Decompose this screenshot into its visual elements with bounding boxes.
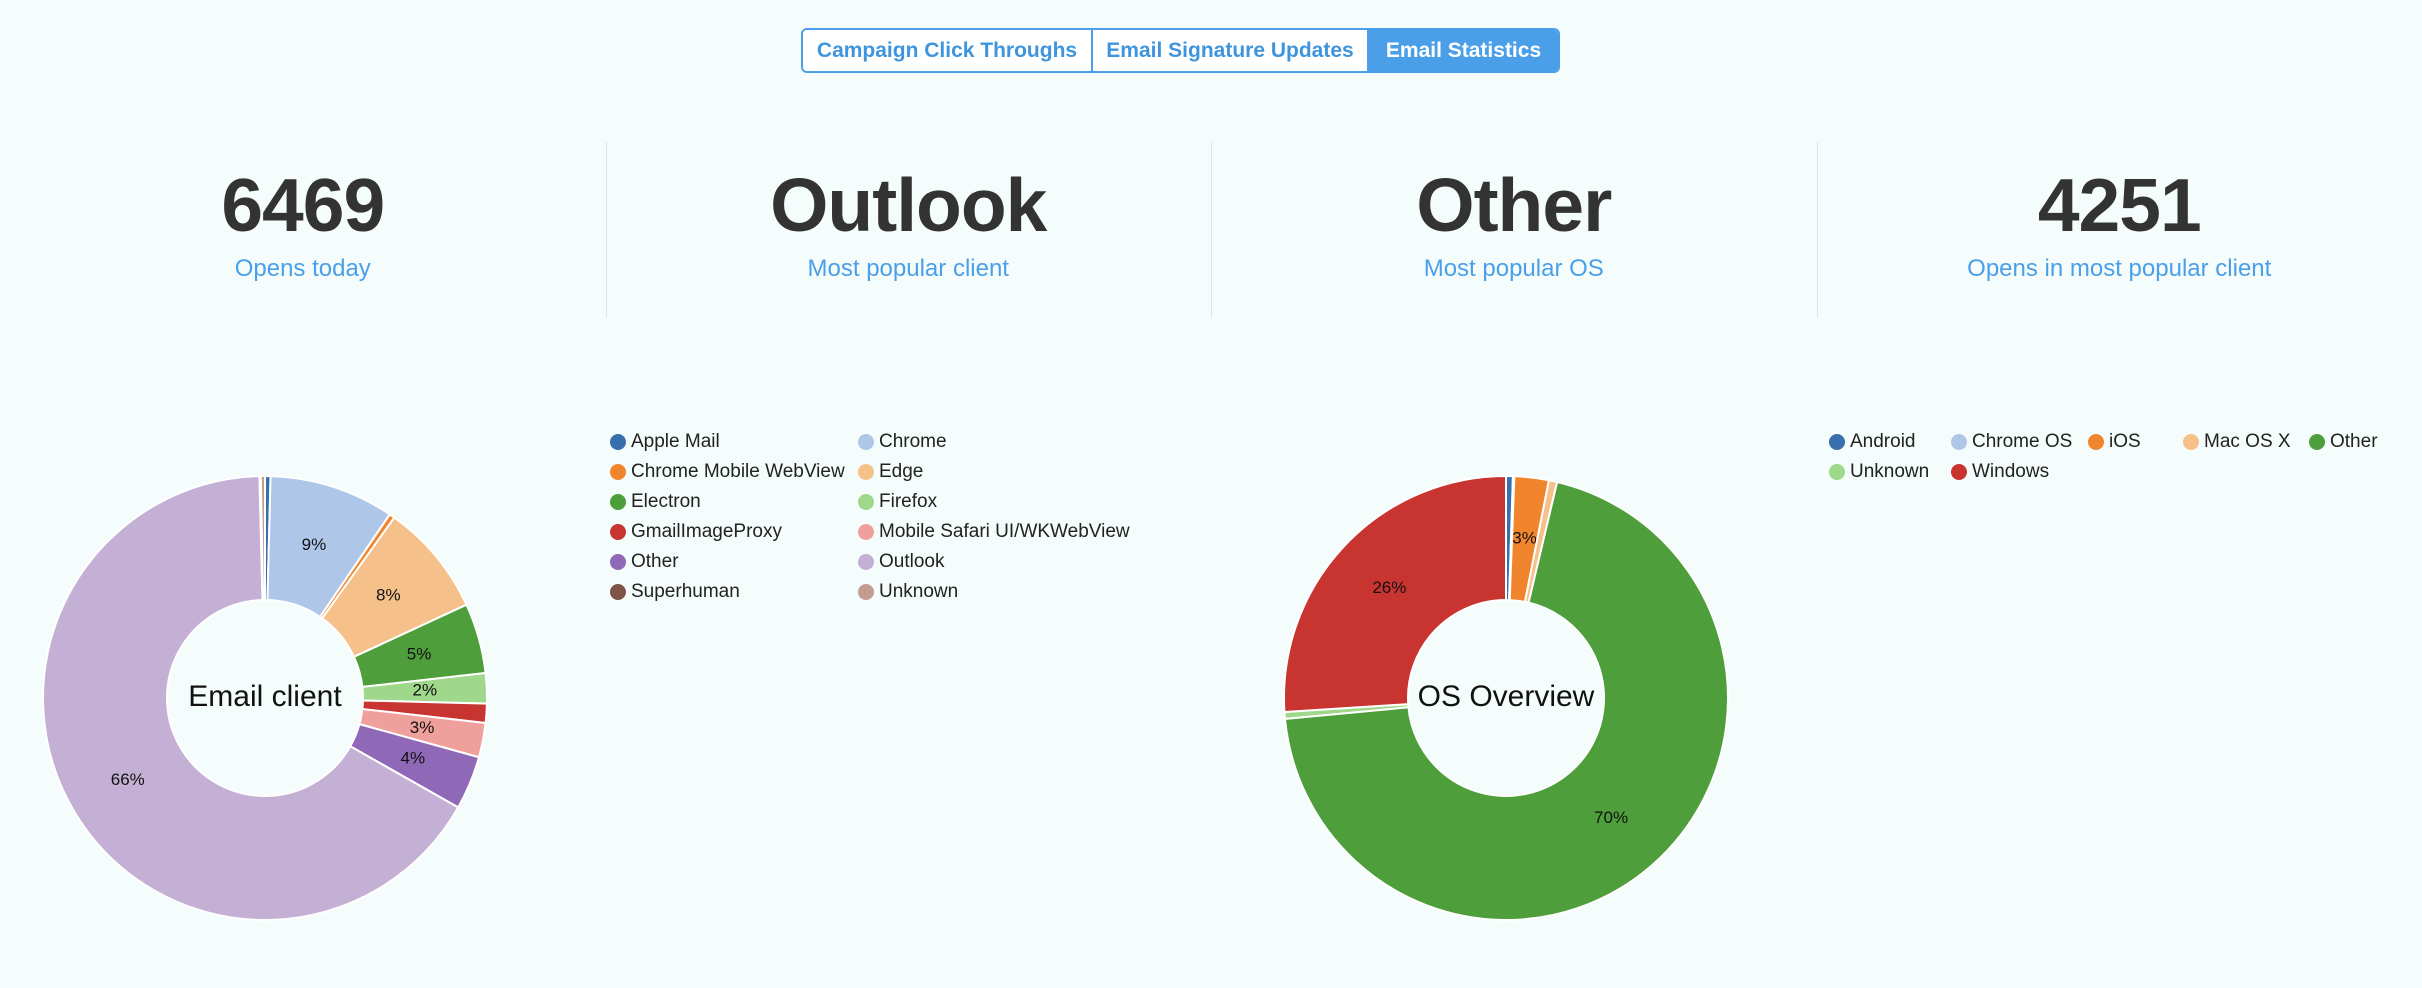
stats-row: 6469 Opens today Outlook Most popular cl… — [0, 140, 2422, 318]
legend-item-other[interactable]: Other — [2309, 431, 2389, 453]
legend-swatch — [858, 434, 874, 450]
stat-most-popular-client: Outlook Most popular client — [605, 140, 1212, 318]
legend-swatch — [2183, 434, 2199, 450]
stat-label: Opens today — [234, 255, 371, 282]
stat-value: 4251 — [2037, 163, 2202, 247]
legend-label: Unknown — [1850, 461, 1930, 482]
data-label-other: 4% — [401, 749, 426, 768]
legend-item-chrome-os[interactable]: Chrome OS — [1951, 431, 2088, 453]
data-label-edge: 8% — [376, 585, 401, 604]
slice-windows[interactable] — [1283, 474, 1507, 713]
legend-swatch — [610, 524, 626, 540]
email-client-donut-chart: 9% 8% 5% 2% 3% 4% 66% Email client — [42, 474, 488, 921]
legend-item-edge[interactable]: Edge — [858, 461, 1118, 483]
email-client-legend: Apple Mail Chrome Chrome Mobile WebView Edg… — [610, 431, 1130, 603]
tab-bar: Campaign Click Throughs Email Signature … — [801, 28, 1560, 73]
legend-label: Unknown — [879, 581, 959, 602]
legend-label: Chrome — [879, 431, 947, 452]
legend-item-outlook[interactable]: Outlook — [858, 551, 1118, 573]
legend-item-apple-mail[interactable]: Apple Mail — [610, 431, 858, 453]
legend-label: GmailImageProxy — [631, 521, 782, 542]
slice-other[interactable] — [1283, 480, 1729, 921]
tab-email-statistics[interactable]: Email Statistics — [1367, 30, 1558, 71]
legend-item-chrome-mobile-webview[interactable]: Chrome Mobile WebView — [610, 461, 858, 483]
stat-most-popular-os: Other Most popular OS — [1211, 140, 1817, 318]
legend-swatch — [610, 464, 626, 480]
stat-value: 6469 — [221, 163, 385, 247]
legend-item-chrome[interactable]: Chrome — [858, 431, 1118, 453]
legend-label: Superhuman — [631, 581, 740, 602]
chart-title: Email client — [188, 680, 342, 713]
data-label-mobile-safari-ui-wkwebview: 3% — [410, 718, 435, 737]
legend-swatch — [1951, 434, 1967, 450]
data-label-outlook: 66% — [111, 770, 145, 789]
stat-value: Other — [1416, 163, 1612, 247]
stat-value: Outlook — [770, 163, 1047, 247]
legend-item-mobile-safari-ui-wkwebview[interactable]: Mobile Safari UI/WKWebView — [858, 521, 1130, 543]
slice-outlook[interactable] — [42, 475, 460, 921]
data-label-firefox: 2% — [413, 680, 438, 699]
legend-swatch — [858, 584, 874, 600]
legend-label: Mobile Safari UI/WKWebView — [879, 521, 1130, 542]
legend-item-gmailimageproxy[interactable]: GmailImageProxy — [610, 521, 858, 543]
legend-label: Outlook — [879, 551, 945, 572]
legend-label: Windows — [1972, 461, 2050, 482]
legend-item-firefox[interactable]: Firefox — [858, 491, 1118, 513]
legend-item-unknown[interactable]: Unknown — [1829, 461, 1951, 483]
legend-item-electron[interactable]: Electron — [610, 491, 858, 513]
data-label-electron: 5% — [407, 644, 432, 663]
legend-item-android[interactable]: Android — [1829, 431, 1951, 453]
os-overview-donut-chart: 3% 70% 26% OS Overview — [1283, 474, 1729, 921]
data-label-windows: 26% — [1372, 578, 1406, 597]
legend-label: Chrome OS — [1972, 431, 2073, 452]
legend-label: Edge — [879, 461, 924, 482]
legend-swatch — [610, 494, 626, 510]
legend-swatch — [858, 554, 874, 570]
legend-label: Android — [1850, 431, 1916, 452]
legend-swatch — [858, 524, 874, 540]
legend-swatch — [2088, 434, 2104, 450]
legend-swatch — [2309, 434, 2325, 450]
data-label-chrome: 9% — [302, 535, 327, 554]
legend-item-superhuman[interactable]: Superhuman — [610, 581, 858, 603]
legend-item-ios[interactable]: iOS — [2088, 431, 2183, 453]
legend-swatch — [610, 554, 626, 570]
legend-label: Mac OS X — [2204, 431, 2291, 452]
legend-swatch — [1829, 434, 1845, 450]
stat-opens-today: 6469 Opens today — [0, 140, 606, 318]
legend-swatch — [610, 434, 626, 450]
legend-label: iOS — [2109, 431, 2141, 452]
stat-label: Most popular OS — [1423, 255, 1604, 282]
legend-item-windows[interactable]: Windows — [1951, 461, 2088, 483]
stat-opens-in-most-popular-client: 4251 Opens in most popular client — [1816, 140, 2422, 318]
chart-title: OS Overview — [1418, 680, 1595, 713]
legend-item-unknown[interactable]: Unknown — [858, 581, 1118, 603]
slice-unknown[interactable] — [259, 474, 266, 602]
legend-item-mac-os-x[interactable]: Mac OS X — [2183, 431, 2309, 453]
data-label-other: 70% — [1594, 808, 1628, 827]
stat-label: Most popular client — [807, 255, 1009, 282]
legend-label: Chrome Mobile WebView — [631, 461, 845, 482]
legend-swatch — [1829, 464, 1845, 480]
data-label-ios: 3% — [1512, 529, 1537, 548]
tab-email-signature-updates[interactable]: Email Signature Updates — [1091, 30, 1367, 71]
legend-swatch — [858, 494, 874, 510]
os-overview-legend: Android Chrome OS iOS Mac OS X Other Unknown W… — [1829, 431, 2389, 483]
legend-swatch — [858, 464, 874, 480]
legend-swatch — [610, 584, 626, 600]
legend-label: Other — [2330, 431, 2378, 452]
stat-label: Opens in most popular client — [1967, 255, 2272, 282]
legend-label: Electron — [631, 491, 701, 512]
legend-label: Apple Mail — [631, 431, 720, 452]
tab-campaign-click-throughs[interactable]: Campaign Click Throughs — [803, 30, 1091, 71]
legend-label: Firefox — [879, 491, 938, 512]
legend-label: Other — [631, 551, 679, 572]
legend-swatch — [1951, 464, 1967, 480]
legend-item-other[interactable]: Other — [610, 551, 858, 573]
